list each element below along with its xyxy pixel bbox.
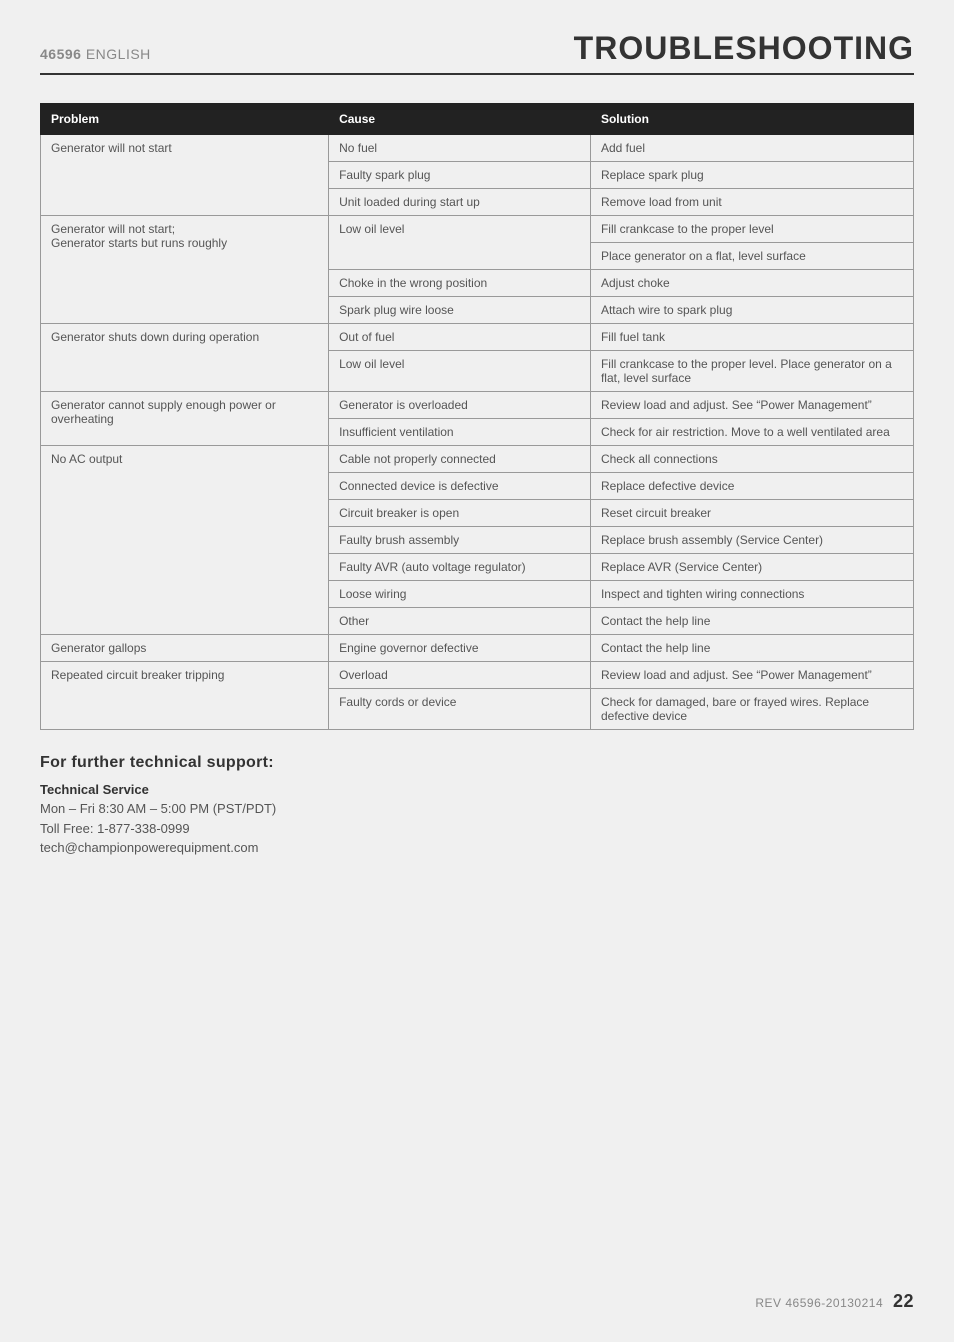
cause-cell: Other	[329, 608, 591, 635]
cause-cell: Overload	[329, 662, 591, 689]
cause-cell: Generator is overloaded	[329, 392, 591, 419]
solution-cell: Inspect and tighten wiring connections	[590, 581, 913, 608]
solution-cell: Replace spark plug	[590, 162, 913, 189]
cause-cell: Insufficient ventilation	[329, 419, 591, 446]
col-header-cause: Cause	[329, 104, 591, 135]
solution-cell: Check for air restriction. Move to a wel…	[590, 419, 913, 446]
cause-cell: Engine governor defective	[329, 635, 591, 662]
col-header-solution: Solution	[590, 104, 913, 135]
solution-cell: Reset circuit breaker	[590, 500, 913, 527]
solution-cell: Adjust choke	[590, 270, 913, 297]
problem-cell: Generator gallops	[41, 635, 329, 662]
solution-cell: Add fuel	[590, 135, 913, 162]
solution-cell: Check all connections	[590, 446, 913, 473]
page-title: TROUBLESHOOTING	[574, 30, 914, 67]
cause-cell: Faulty cords or device	[329, 689, 591, 730]
revision-label: REV 46596-20130214	[755, 1296, 883, 1310]
cause-cell: Low oil level	[329, 216, 591, 270]
table-row: Generator will not startNo fuelAdd fuel	[41, 135, 914, 162]
table-row: No AC outputCable not properly connected…	[41, 446, 914, 473]
cause-cell: Cable not properly connected	[329, 446, 591, 473]
solution-cell: Review load and adjust. See “Power Manag…	[590, 392, 913, 419]
cause-cell: Spark plug wire loose	[329, 297, 591, 324]
solution-cell: Replace defective device	[590, 473, 913, 500]
table-row: Generator will not start; Generator star…	[41, 216, 914, 243]
table-row: Generator cannot supply enough power or …	[41, 392, 914, 419]
solution-cell: Attach wire to spark plug	[590, 297, 913, 324]
model-language: 46596 ENGLISH	[40, 46, 151, 62]
cause-cell: Connected device is defective	[329, 473, 591, 500]
support-section: For further technical support: Technical…	[40, 754, 914, 858]
solution-cell: Replace brush assembly (Service Center)	[590, 527, 913, 554]
table-row: Repeated circuit breaker trippingOverloa…	[41, 662, 914, 689]
cause-cell: Faulty AVR (auto voltage regulator)	[329, 554, 591, 581]
solution-cell: Fill crankcase to the proper level. Plac…	[590, 351, 913, 392]
support-heading: For further technical support:	[40, 754, 914, 772]
cause-cell: Low oil level	[329, 351, 591, 392]
support-hours: Mon – Fri 8:30 AM – 5:00 PM (PST/PDT)	[40, 799, 914, 819]
support-email: tech@championpowerequipment.com	[40, 838, 914, 858]
page-footer: REV 46596-20130214 22	[755, 1291, 914, 1312]
cause-cell: Unit loaded during start up	[329, 189, 591, 216]
table-body: Generator will not startNo fuelAdd fuelF…	[41, 135, 914, 730]
col-header-problem: Problem	[41, 104, 329, 135]
cause-cell: Out of fuel	[329, 324, 591, 351]
solution-cell: Remove load from unit	[590, 189, 913, 216]
cause-cell: Choke in the wrong position	[329, 270, 591, 297]
table-row: Generator gallopsEngine governor defecti…	[41, 635, 914, 662]
cause-cell: Faulty brush assembly	[329, 527, 591, 554]
table-row: Generator shuts down during operationOut…	[41, 324, 914, 351]
problem-cell: Generator will not start; Generator star…	[41, 216, 329, 324]
support-subheading: Technical Service	[40, 782, 914, 797]
problem-cell: Repeated circuit breaker tripping	[41, 662, 329, 730]
page-number: 22	[893, 1291, 914, 1311]
problem-cell: No AC output	[41, 446, 329, 635]
solution-cell: Replace AVR (Service Center)	[590, 554, 913, 581]
troubleshooting-table: Problem Cause Solution Generator will no…	[40, 103, 914, 730]
solution-cell: Review load and adjust. See “Power Manag…	[590, 662, 913, 689]
cause-cell: Circuit breaker is open	[329, 500, 591, 527]
solution-cell: Contact the help line	[590, 635, 913, 662]
page-header: 46596 ENGLISH TROUBLESHOOTING	[40, 30, 914, 75]
cause-cell: Loose wiring	[329, 581, 591, 608]
language-label: ENGLISH	[86, 46, 151, 62]
solution-cell: Fill fuel tank	[590, 324, 913, 351]
solution-cell: Contact the help line	[590, 608, 913, 635]
problem-cell: Generator shuts down during operation	[41, 324, 329, 392]
model-number: 46596	[40, 46, 81, 62]
solution-cell: Fill crankcase to the proper level	[590, 216, 913, 243]
solution-cell: Check for damaged, bare or frayed wires.…	[590, 689, 913, 730]
cause-cell: Faulty spark plug	[329, 162, 591, 189]
problem-cell: Generator cannot supply enough power or …	[41, 392, 329, 446]
problem-cell: Generator will not start	[41, 135, 329, 216]
support-phone: Toll Free: 1-877-338-0999	[40, 819, 914, 839]
solution-cell: Place generator on a flat, level surface	[590, 243, 913, 270]
cause-cell: No fuel	[329, 135, 591, 162]
